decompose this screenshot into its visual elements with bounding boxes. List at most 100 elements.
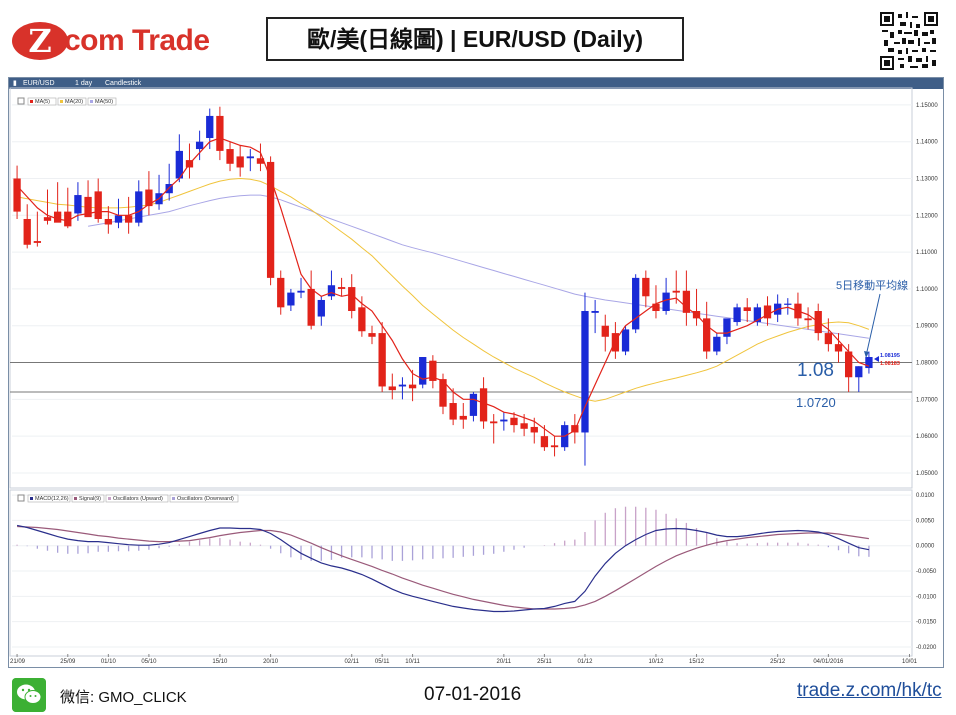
candle-body (297, 290, 305, 293)
candle-body (530, 426, 538, 433)
price-y-tick: 1.11000 (916, 250, 938, 256)
candle-body (723, 318, 731, 337)
page-title: 歐/美(日線圖) | EUR/USD (Daily) (266, 17, 684, 61)
legend-swatch (74, 497, 77, 500)
candle-body (114, 215, 123, 223)
legend-label: MA(20) (65, 99, 83, 105)
level-label-2: 1.0720 (796, 395, 836, 410)
candle-body (621, 329, 630, 352)
candle-body (358, 307, 366, 332)
candle-body (236, 156, 244, 168)
x-tick-label: 10/11 (405, 659, 420, 665)
candle-body (246, 156, 254, 159)
candle-body (195, 141, 204, 150)
macd-panel: 0.0100 0.0050 0.0000 -0.0050 -0.0100 -0.0150 -… (9, 489, 937, 657)
candle-body (348, 287, 356, 312)
candle-body (43, 217, 52, 221)
legend-box (169, 494, 239, 503)
candle-body (145, 189, 153, 207)
candle-body (398, 384, 407, 387)
wechat-icon[interactable] (12, 678, 46, 712)
logo-text: com Trade (64, 24, 210, 57)
macd-y-tick: -0.0050 (916, 569, 937, 575)
candle-body (500, 419, 508, 422)
legend-swatch (172, 497, 175, 500)
macd-y-tick: -0.0200 (916, 645, 937, 651)
legend-box (57, 97, 87, 106)
candle-body (175, 150, 183, 179)
candle-body (64, 211, 72, 227)
candle-body (327, 285, 336, 297)
candle-body (753, 307, 762, 323)
candle-body (84, 196, 92, 218)
website-link[interactable]: trade.z.com/hk/tc (797, 680, 942, 701)
x-tick-label: 05/10 (141, 659, 157, 665)
x-tick-label: 21/09 (10, 659, 26, 665)
candle-body (550, 445, 559, 448)
x-tick-label: 05/11 (375, 659, 390, 665)
candle-body (703, 318, 711, 352)
qr-code-icon (880, 12, 938, 70)
macd-line (16, 524, 870, 613)
candle-body (804, 318, 812, 321)
price-y-tick: 1.07000 (916, 397, 938, 403)
candle-body (601, 325, 609, 337)
price-y-tick: 1.14000 (916, 140, 938, 146)
candle-body (33, 241, 42, 243)
x-tick-label: 25/12 (770, 659, 786, 665)
price-panel: 1.15000 1.14000 1.13000 1.12000 1.11000 1.100… (9, 87, 938, 489)
menu-icon[interactable]: ▮ (13, 80, 17, 87)
candle-body (266, 161, 275, 278)
candle-body (317, 299, 325, 317)
candle-body (763, 305, 772, 319)
page-footer: 微信: GMO_CLICK 07-01-2016 trade.z.com/hk/… (0, 672, 956, 715)
level-label-1: 1.08 (797, 360, 834, 381)
x-tick-label: 01/10 (101, 659, 117, 665)
legend-toggle-icon (17, 494, 25, 502)
candle-body (226, 149, 234, 164)
x-tick-label: 10/01 (902, 659, 918, 665)
candle-body (581, 311, 589, 433)
candle-body (632, 277, 640, 330)
candle-body (287, 292, 295, 306)
candle-body (135, 191, 143, 223)
macd-y-tick: 0.0050 (916, 518, 935, 524)
x-tick-label: 10/12 (648, 659, 664, 665)
legend-box (27, 97, 57, 106)
x-tick-label: 20/11 (497, 659, 512, 665)
wechat-id: 微信: GMO_CLICK (60, 689, 187, 706)
candle-body (206, 115, 214, 139)
candle-body (94, 191, 102, 219)
legend-box (105, 494, 169, 503)
candle-body (713, 336, 721, 352)
price-y-tick: 1.08000 (916, 361, 938, 367)
last-ma-label: 1.08183 (880, 361, 900, 367)
candle-body (337, 287, 346, 289)
candle-body (682, 290, 691, 313)
annotation-arrow (865, 293, 881, 357)
x-tick-label: 01/12 (577, 659, 593, 665)
candle-body (378, 333, 386, 387)
candle-body (591, 311, 599, 313)
candle-body (662, 292, 670, 312)
chart-style-label[interactable]: Candlestick (105, 80, 142, 87)
legend-swatch (30, 100, 33, 103)
ma5-line (16, 137, 870, 437)
candle-body (865, 357, 873, 369)
macd-y-tick: 0.0100 (916, 493, 935, 499)
candle-body (672, 290, 680, 293)
candle-body (439, 379, 447, 407)
page-header: Z com Trade 歐/美(日線圖) | EUR/USD (Daily) (0, 0, 956, 76)
symbol-label[interactable]: EUR/USD (23, 80, 55, 87)
price-y-tick: 1.12000 (916, 213, 938, 219)
timeframe-label[interactable]: 1 day (75, 80, 93, 87)
candle-body (53, 211, 62, 223)
candle-body (277, 277, 285, 308)
candle-body (490, 421, 498, 424)
candle-body (388, 386, 396, 391)
legend-box (87, 97, 117, 106)
candle-body (784, 303, 792, 305)
candle-body (642, 277, 650, 297)
macd-y-tick: -0.0150 (916, 620, 937, 626)
price-plot-area (9, 87, 913, 489)
